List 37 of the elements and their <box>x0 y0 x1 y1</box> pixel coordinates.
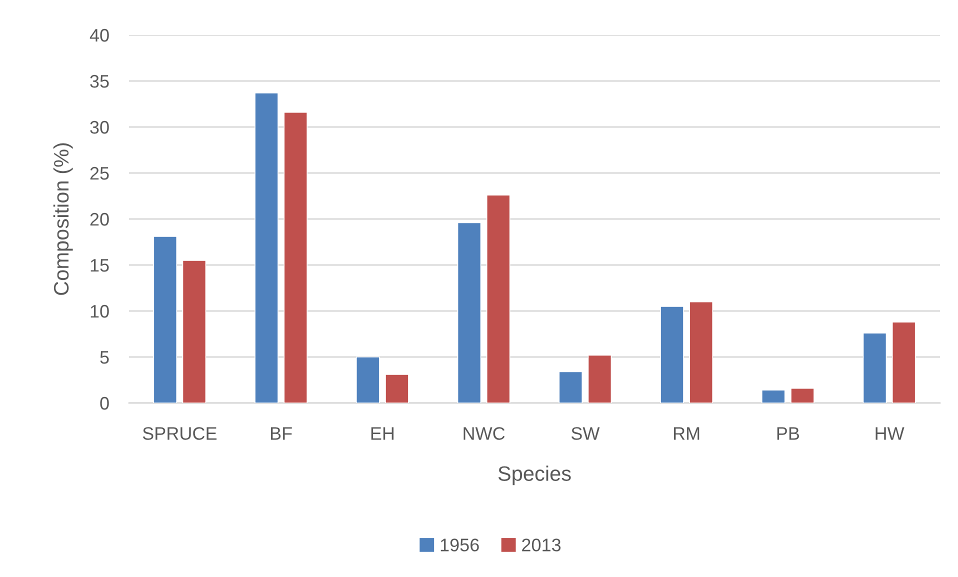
y-tick-label: 35 <box>90 74 109 88</box>
y-tick-label: 10 <box>90 304 109 318</box>
x-tick-label: NWC <box>464 427 505 440</box>
y-axis-title: Composition (%) <box>53 143 73 295</box>
x-axis-title: Species <box>498 466 571 486</box>
bar <box>153 236 178 403</box>
y-tick-label: 20 <box>90 212 109 226</box>
bar <box>862 332 887 403</box>
bar <box>660 306 684 403</box>
bar <box>284 112 308 403</box>
x-tick-label: EH <box>371 427 394 440</box>
y-tick-label: 25 <box>90 166 109 180</box>
legend-label: 2013 <box>522 538 561 552</box>
legend-label: 1956 <box>440 538 479 552</box>
bar <box>689 301 714 403</box>
bar <box>182 260 206 403</box>
bar <box>558 371 583 403</box>
x-tick-label: BF <box>271 427 292 440</box>
x-tick-label: PB <box>777 427 800 440</box>
y-tick-label: 30 <box>90 120 109 134</box>
bar <box>761 390 786 403</box>
bar <box>790 388 814 403</box>
bar <box>588 354 612 403</box>
y-tick-label: 40 <box>90 28 109 42</box>
bar <box>486 194 510 403</box>
y-tick-label: 15 <box>90 259 109 272</box>
bar <box>356 356 380 403</box>
y-tick-label: 0 <box>100 396 109 410</box>
bar <box>457 222 482 403</box>
bar <box>254 92 278 403</box>
x-tick-label: RM <box>674 427 700 440</box>
bar <box>385 374 409 403</box>
y-tick-label: 5 <box>100 351 109 364</box>
x-tick-label: SW <box>571 427 600 440</box>
x-tick-label: SPRUCE <box>142 427 217 440</box>
bar <box>892 322 916 403</box>
x-tick-label: HW <box>876 427 904 440</box>
